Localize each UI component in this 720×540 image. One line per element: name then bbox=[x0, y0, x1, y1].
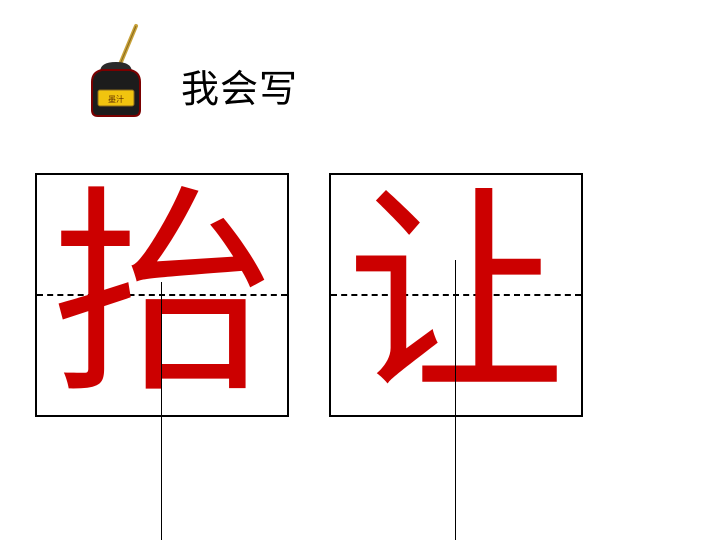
grid-midline bbox=[331, 294, 581, 296]
character-2: 让 bbox=[345, 167, 566, 423]
ink-bottle-icon: 墨汁 bbox=[91, 24, 141, 117]
writing-grid-2: 让 bbox=[329, 173, 583, 417]
guide-line-2 bbox=[455, 260, 456, 540]
writing-grid-1: 抬 bbox=[35, 173, 289, 417]
grid-midline bbox=[37, 294, 287, 296]
ink-bottle-label: 墨汁 bbox=[108, 94, 124, 104]
page-title: 我会写 bbox=[181, 67, 299, 111]
character-1: 抬 bbox=[51, 167, 272, 423]
guide-line-1 bbox=[161, 282, 162, 540]
